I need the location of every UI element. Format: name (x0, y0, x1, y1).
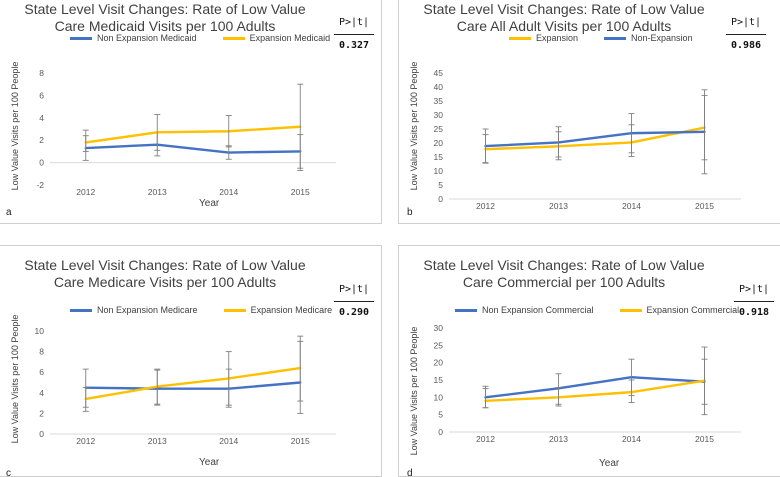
y-tick-label: 4 (39, 388, 44, 398)
y-tick-label: 25 (434, 124, 444, 134)
y-tick-label: 6 (39, 90, 44, 100)
x-tick-label: 2015 (291, 436, 310, 446)
chart-panel-d: State Level Visit Changes: Rate of Low V… (398, 245, 780, 477)
x-tick-label: 2015 (291, 187, 310, 197)
y-tick-label: -2 (36, 180, 44, 190)
chart-panel-b: State Level Visit Changes: Rate of Low V… (398, 0, 780, 224)
x-tick-label: 2014 (622, 201, 641, 211)
x-tick-label: 2013 (148, 187, 167, 197)
plot-area: 0 5 10 15 20 25 30 2012 2013 2014 2015 (399, 246, 780, 477)
x-tick-label: 2014 (622, 434, 641, 444)
y-tick-label: 15 (434, 152, 444, 162)
y-tick-label: 30 (434, 323, 444, 333)
y-tick-label: 2 (39, 408, 44, 418)
plot-area: 0 2 4 6 8 10 2012 2013 2014 2015 (0, 246, 382, 477)
y-tick-label: 5 (438, 410, 443, 420)
chart-panel-c: State Level Visit Changes: Rate of Low V… (0, 245, 382, 477)
y-tick-label: 10 (434, 166, 444, 176)
y-tick-label: 0 (39, 429, 44, 439)
x-tick-label: 2014 (219, 436, 238, 446)
y-tick-label: 30 (434, 110, 444, 120)
x-tick-label: 2015 (695, 434, 714, 444)
plot-area: 0 5 10 15 20 25 30 35 40 45 2012 2013 2014 2015 (399, 0, 780, 224)
y-tick-label: 35 (434, 96, 444, 106)
y-tick-label: 25 (434, 340, 444, 350)
y-tick-label: 0 (438, 427, 443, 437)
y-tick-label: 5 (438, 180, 443, 190)
y-tick-label: 20 (434, 138, 444, 148)
y-tick-label: 6 (39, 367, 44, 377)
y-tick-label: 10 (434, 392, 444, 402)
y-tick-label: 8 (39, 68, 44, 78)
y-tick-label: 4 (39, 113, 44, 123)
y-tick-label: 15 (434, 375, 444, 385)
y-tick-label: 20 (434, 358, 444, 368)
x-tick-label: 2013 (148, 436, 167, 446)
y-tick-label: 0 (438, 194, 443, 204)
x-tick-label: 2013 (549, 434, 568, 444)
series-line (86, 127, 301, 143)
x-tick-label: 2014 (219, 187, 238, 197)
x-tick-label: 2012 (76, 187, 95, 197)
x-tick-label: 2012 (476, 201, 495, 211)
x-tick-label: 2013 (549, 201, 568, 211)
y-tick-label: 8 (39, 347, 44, 357)
y-tick-label: 0 (39, 158, 44, 168)
series-line (86, 368, 301, 399)
chart-panel-a: State Level Visit Changes: Rate of Low V… (0, 0, 382, 224)
x-tick-label: 2015 (695, 201, 714, 211)
y-tick-label: 10 (35, 326, 45, 336)
y-tick-label: 2 (39, 135, 44, 145)
series-line (86, 145, 301, 153)
x-tick-label: 2012 (76, 436, 95, 446)
x-tick-label: 2012 (476, 434, 495, 444)
y-tick-label: 45 (434, 68, 444, 78)
plot-area: -2 0 2 4 6 8 2012 2013 2014 2015 (0, 0, 382, 224)
y-tick-label: 40 (434, 82, 444, 92)
